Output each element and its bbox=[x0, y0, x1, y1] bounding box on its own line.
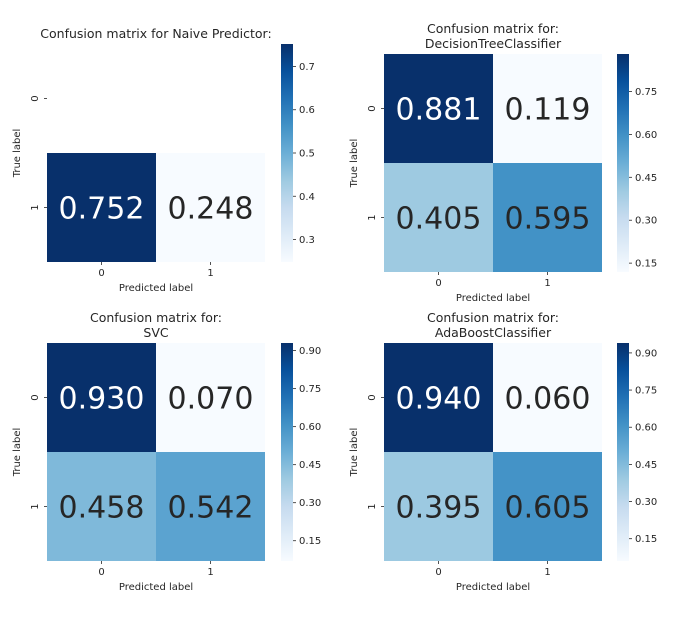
y-tick-label: 0 bbox=[367, 105, 378, 111]
colorbar-tick-label: 0.45 bbox=[635, 460, 657, 471]
cell-value-label: 0.542 bbox=[168, 491, 254, 526]
heatmap-cell bbox=[493, 163, 602, 272]
y-tick-label: 1 bbox=[30, 204, 41, 210]
heatmap-cell bbox=[384, 343, 493, 452]
colorbar-tick-label: 0.75 bbox=[635, 386, 657, 397]
colorbar-tick-label: 0.45 bbox=[635, 173, 657, 184]
colorbar-tick-label: 0.30 bbox=[299, 498, 321, 509]
y-tick-label: 1 bbox=[367, 503, 378, 509]
heatmap-cell-empty bbox=[47, 44, 156, 153]
heatmap-cell bbox=[47, 343, 156, 452]
chart-title: Confusion matrix for Naive Predictor: bbox=[40, 26, 271, 41]
colorbar-tick-label: 0.15 bbox=[635, 534, 657, 545]
colorbar-tick-label: 0.90 bbox=[299, 346, 321, 357]
heatmap-cell bbox=[493, 54, 602, 163]
colorbar-tick-label: 0.5 bbox=[299, 149, 315, 160]
cell-value-label: 0.940 bbox=[396, 382, 482, 417]
y-axis-label: True label bbox=[12, 129, 23, 179]
x-axis-label: Predicted label bbox=[456, 582, 530, 593]
chart-title: SVC bbox=[143, 325, 168, 340]
colorbar bbox=[617, 343, 629, 561]
colorbar-tick-label: 0.60 bbox=[299, 422, 321, 433]
x-axis-label: Predicted label bbox=[456, 293, 530, 304]
chart-title: Confusion matrix for: bbox=[427, 310, 559, 325]
x-axis-label: Predicted label bbox=[119, 582, 193, 593]
colorbar-tick-label: 0.15 bbox=[299, 536, 321, 547]
colorbar-tick-label: 0.7 bbox=[299, 62, 315, 73]
x-axis-label: Predicted label bbox=[119, 283, 193, 294]
x-tick-label: 1 bbox=[207, 567, 213, 578]
cell-value-label: 0.060 bbox=[505, 382, 591, 417]
heatmap-cell bbox=[156, 343, 265, 452]
chart-title: Confusion matrix for: bbox=[427, 21, 559, 36]
cell-value-label: 0.595 bbox=[505, 202, 591, 237]
cell-value-label: 0.881 bbox=[396, 93, 482, 128]
chart-title: Confusion matrix for: bbox=[90, 310, 222, 325]
heatmap-cell bbox=[384, 163, 493, 272]
x-tick-label: 1 bbox=[207, 268, 213, 279]
chart-title: DecisionTreeClassifier bbox=[425, 36, 562, 51]
colorbar-tick-label: 0.60 bbox=[635, 130, 657, 141]
heatmap-cell bbox=[156, 153, 265, 262]
heatmap-cell bbox=[47, 452, 156, 561]
colorbar-tick-label: 0.30 bbox=[635, 497, 657, 508]
y-tick-label: 0 bbox=[30, 394, 41, 400]
y-tick-label: 0 bbox=[30, 95, 41, 101]
x-tick-label: 1 bbox=[544, 567, 550, 578]
chart-title: AdaBoostClassifier bbox=[435, 325, 552, 340]
y-tick-label: 1 bbox=[30, 503, 41, 509]
cell-value-label: 0.752 bbox=[59, 192, 145, 227]
cell-value-label: 0.119 bbox=[505, 93, 591, 128]
colorbar-tick-label: 0.4 bbox=[299, 192, 315, 203]
confusion-matrix-panel: Confusion matrix for:SVC 0.930 0.070 0.458 0… bbox=[12, 310, 321, 593]
colorbar-tick-label: 0.60 bbox=[635, 423, 657, 434]
confusion-matrix-panel: Confusion matrix for:AdaBoostClassifier 0… bbox=[349, 310, 657, 593]
heatmap-cell bbox=[156, 452, 265, 561]
heatmap-cell bbox=[384, 452, 493, 561]
cell-value-label: 0.605 bbox=[505, 491, 591, 526]
colorbar-tick-label: 0.3 bbox=[299, 235, 315, 246]
colorbar bbox=[617, 54, 629, 272]
colorbar-tick-label: 0.15 bbox=[635, 259, 657, 270]
colorbar-tick-label: 0.75 bbox=[299, 384, 321, 395]
colorbar-tick-label: 0.30 bbox=[635, 216, 657, 227]
heatmap-cell bbox=[493, 452, 602, 561]
cell-value-label: 0.395 bbox=[396, 491, 482, 526]
heatmap-cell bbox=[493, 343, 602, 452]
heatmap-cell-empty bbox=[156, 44, 265, 153]
y-tick-label: 0 bbox=[367, 394, 378, 400]
heatmap-cell bbox=[47, 153, 156, 262]
x-tick-label: 0 bbox=[435, 567, 441, 578]
x-tick-label: 0 bbox=[435, 278, 441, 289]
confusion-matrix-panel: Confusion matrix for Naive Predictor: 0.7… bbox=[12, 26, 315, 294]
colorbar bbox=[281, 44, 293, 262]
cell-value-label: 0.458 bbox=[59, 491, 145, 526]
colorbar bbox=[281, 343, 293, 561]
x-tick-label: 0 bbox=[98, 567, 104, 578]
x-tick-label: 1 bbox=[544, 278, 550, 289]
colorbar-tick-label: 0.75 bbox=[635, 87, 657, 98]
y-tick-label: 1 bbox=[367, 214, 378, 220]
cell-value-label: 0.070 bbox=[168, 382, 254, 417]
y-axis-label: True label bbox=[12, 428, 23, 478]
y-axis-label: True label bbox=[349, 139, 360, 189]
y-axis-label: True label bbox=[349, 428, 360, 478]
cell-value-label: 0.248 bbox=[168, 192, 254, 227]
heatmap-cell bbox=[384, 54, 493, 163]
x-tick-label: 0 bbox=[98, 268, 104, 279]
confusion-matrix-panel: Confusion matrix for:DecisionTreeClassif… bbox=[349, 21, 657, 304]
colorbar-tick-label: 0.6 bbox=[299, 105, 315, 116]
cell-value-label: 0.405 bbox=[396, 202, 482, 237]
colorbar-tick-label: 0.90 bbox=[635, 348, 657, 359]
cell-value-label: 0.930 bbox=[59, 382, 145, 417]
colorbar-tick-label: 0.45 bbox=[299, 460, 321, 471]
